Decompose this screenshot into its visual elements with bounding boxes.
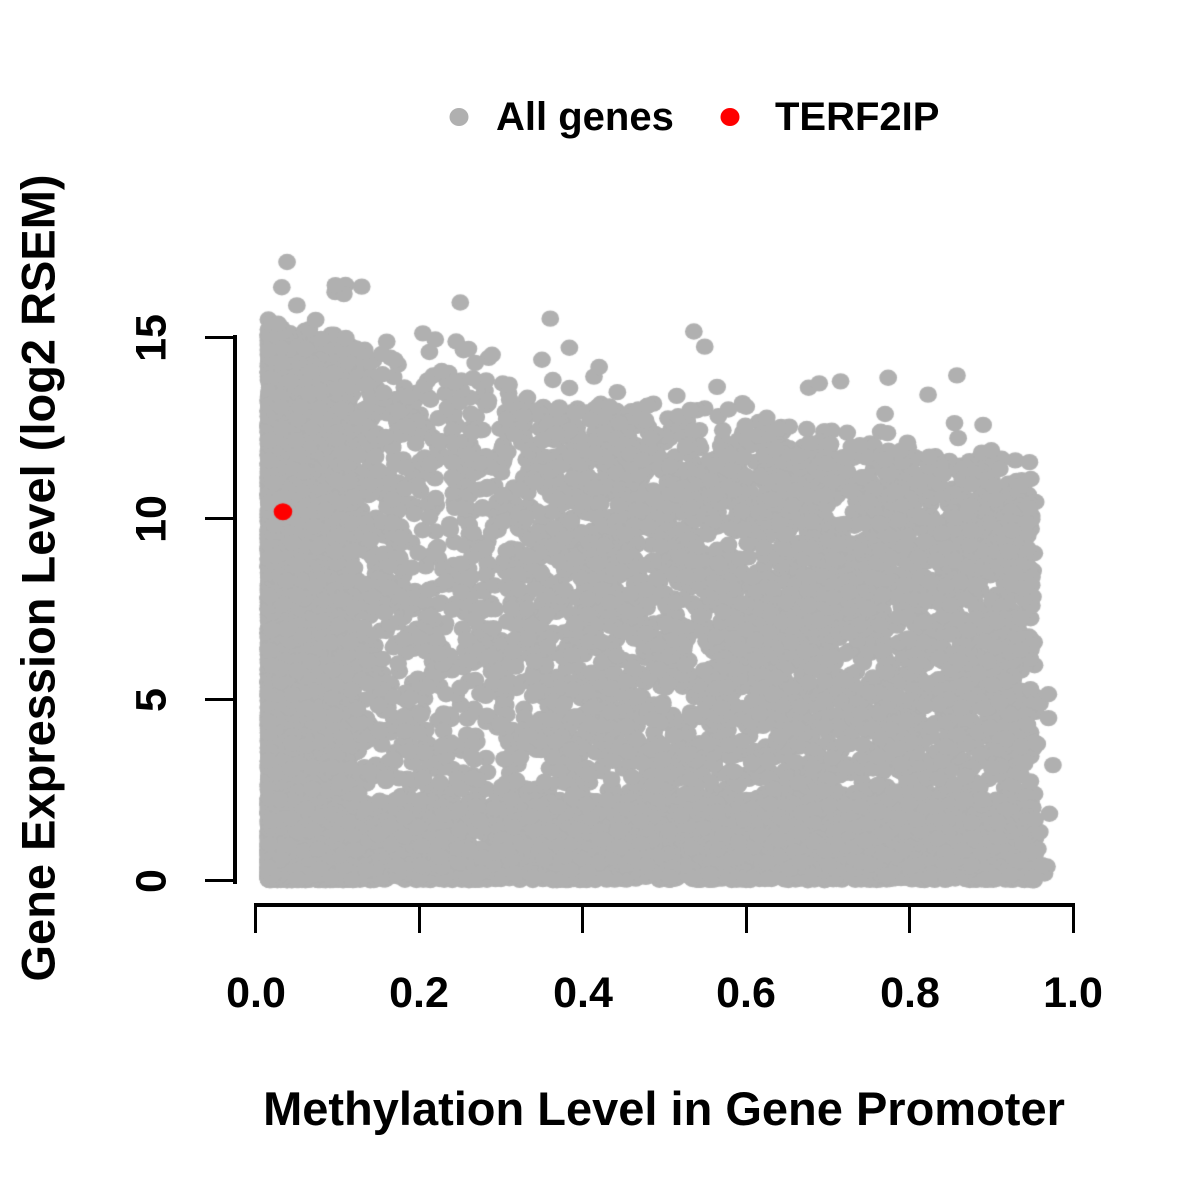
legend-label-all-genes: All genes <box>496 95 674 139</box>
x-tick-0.8 <box>908 903 911 933</box>
y-tick-15 <box>205 336 235 339</box>
x-tick-label-1.0: 1.0 <box>1043 969 1103 1017</box>
x-axis-title: Methylation Level in Gene Promoter <box>263 1082 1065 1135</box>
x-tick-1.0 <box>1072 903 1075 933</box>
y-axis-title: Gene Expression Level (log2 RSEM) <box>11 174 65 982</box>
y-tick-0 <box>205 879 235 882</box>
y-tick-5 <box>205 698 235 701</box>
y-tick-label-15: 15 <box>127 314 176 362</box>
x-tick-label-0.2: 0.2 <box>389 969 449 1017</box>
y-tick-10 <box>205 517 235 520</box>
x-tick-label-0.8: 0.8 <box>880 969 940 1017</box>
x-tick-label-0.4: 0.4 <box>553 969 613 1017</box>
x-tick-label-0.6: 0.6 <box>716 969 776 1017</box>
legend-label-terf2ip: TERF2IP <box>775 95 940 139</box>
x-tick-0.2 <box>418 903 421 933</box>
x-tick-label-0.0: 0.0 <box>226 969 286 1017</box>
legend-marker-all-genes-icon <box>449 108 469 126</box>
x-tick-0.6 <box>745 903 748 933</box>
y-tick-label-0: 0 <box>127 869 176 893</box>
legend-marker-terf2ip-icon <box>720 108 740 126</box>
x-tick-0.4 <box>581 903 584 933</box>
x-axis-line <box>254 903 1075 907</box>
y-tick-label-10: 10 <box>127 495 176 543</box>
x-tick-0.0 <box>254 903 257 933</box>
y-tick-label-5: 5 <box>127 688 176 712</box>
y-axis-line <box>233 335 237 884</box>
